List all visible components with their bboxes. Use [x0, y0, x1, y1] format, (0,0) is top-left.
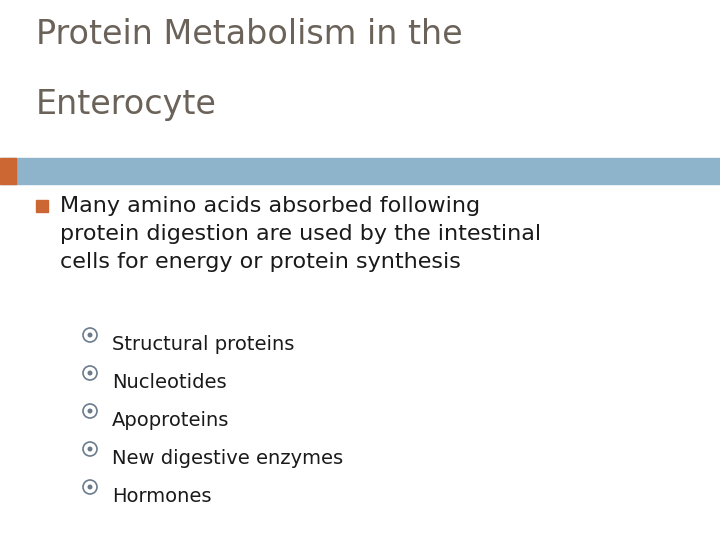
Circle shape — [88, 447, 92, 451]
Bar — [0, 158, 16, 184]
Circle shape — [88, 408, 92, 414]
Circle shape — [88, 333, 92, 338]
Bar — [0, 158, 720, 184]
Text: Protein Metabolism in the: Protein Metabolism in the — [36, 18, 463, 51]
Bar — [36, 200, 48, 212]
Circle shape — [88, 484, 92, 489]
Text: Enterocyte: Enterocyte — [36, 88, 217, 121]
Text: cells for energy or protein synthesis: cells for energy or protein synthesis — [60, 252, 461, 272]
Text: Structural proteins: Structural proteins — [112, 335, 294, 354]
Circle shape — [88, 370, 92, 375]
Text: protein digestion are used by the intestinal: protein digestion are used by the intest… — [60, 224, 541, 244]
Text: Apoproteins: Apoproteins — [112, 411, 230, 430]
Text: Nucleotides: Nucleotides — [112, 373, 227, 392]
Text: Many amino acids absorbed following: Many amino acids absorbed following — [60, 196, 480, 216]
Text: New digestive enzymes: New digestive enzymes — [112, 449, 343, 468]
Text: Hormones: Hormones — [112, 487, 212, 506]
